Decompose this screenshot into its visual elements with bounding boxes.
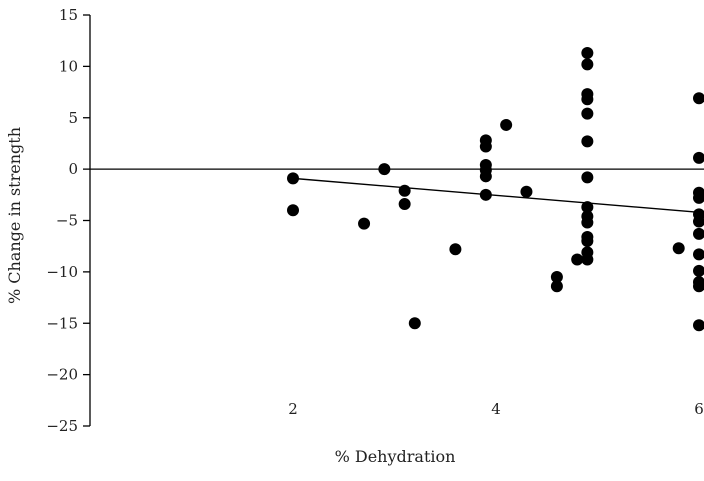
data-point: [581, 107, 594, 120]
x-tick-label: 2: [288, 400, 298, 418]
data-point: [693, 215, 704, 228]
data-point: [581, 93, 594, 106]
data-point: [479, 140, 492, 153]
y-tick-label: −15: [46, 314, 78, 332]
data-point: [550, 271, 563, 284]
axes: [83, 14, 91, 427]
y-tick-label: −25: [46, 417, 78, 435]
data-point: [398, 184, 411, 197]
data-point: [479, 188, 492, 201]
trend-line: [292, 177, 700, 213]
data-point: [287, 172, 299, 185]
y-tick-label: −10: [46, 263, 78, 281]
data-point: [500, 118, 513, 131]
data-point: [520, 185, 533, 198]
data-point: [693, 191, 704, 204]
data-point: [358, 217, 371, 230]
data-point: [672, 242, 685, 255]
data-point: [479, 170, 492, 183]
data-point: [581, 216, 594, 229]
data-point: [398, 198, 411, 211]
data-point: [693, 248, 704, 261]
y-tick-label: 10: [59, 57, 78, 75]
data-point: [581, 201, 594, 214]
data-point: [581, 253, 594, 266]
y-tick-label: 5: [68, 109, 78, 127]
tick-labels: 15 10 5 0 −5 −10 −15 −20 −25 2 4 6: [46, 6, 703, 435]
x-tick-label: 4: [491, 400, 501, 418]
data-point: [287, 204, 299, 217]
y-tick-label: −20: [46, 366, 78, 384]
data-points: [287, 47, 704, 332]
x-tick-label: 6: [694, 400, 704, 418]
data-point: [581, 58, 594, 71]
data-point: [581, 171, 594, 184]
data-point: [693, 280, 704, 293]
y-tick-label: 15: [59, 6, 78, 24]
data-point: [581, 47, 594, 60]
trend-line-group: [292, 177, 700, 213]
data-point: [550, 280, 563, 293]
data-point: [693, 264, 704, 277]
y-tick-label: −5: [56, 212, 78, 230]
y-axis-title: % Change in strength: [5, 127, 24, 304]
data-point: [581, 135, 594, 148]
data-point: [693, 92, 704, 105]
y-tick-label: 0: [68, 160, 78, 178]
data-point: [571, 253, 584, 266]
data-point: [408, 317, 421, 330]
data-point: [693, 151, 704, 164]
data-point: [449, 243, 462, 256]
data-point: [693, 227, 704, 240]
x-axis-title: % Dehydration: [335, 447, 456, 466]
data-point: [378, 163, 391, 176]
data-point: [693, 319, 704, 332]
data-point: [581, 235, 594, 248]
